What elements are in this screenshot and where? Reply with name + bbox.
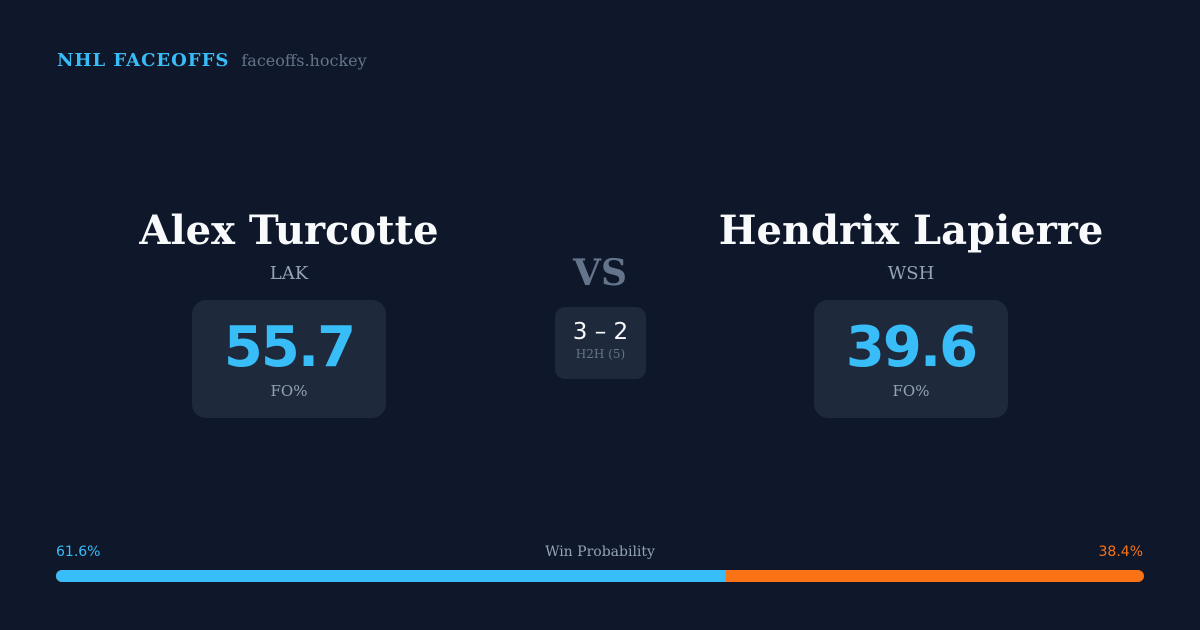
- left-player: Alex Turcotte LAK 55.7 FO%: [39, 205, 539, 418]
- win-left: 61.6%: [56, 544, 101, 560]
- fo-value: 39.6: [845, 315, 978, 380]
- fo-label: FO%: [892, 382, 930, 400]
- player-team: WSH: [887, 263, 935, 284]
- win-right: 38.4%: [1098, 544, 1143, 560]
- h2h-score: 3 – 2: [572, 319, 629, 345]
- h2h-label: H2H (5): [575, 347, 626, 361]
- h2h-box: 3 – 2 H2H (5): [555, 307, 646, 379]
- win-label: Win Probability: [545, 544, 655, 560]
- player-team: LAK: [269, 263, 309, 284]
- win-probability-bar: [56, 570, 1144, 582]
- fo-value: 55.7: [223, 315, 356, 380]
- player-name: Hendrix Lapierre: [718, 207, 1104, 254]
- win-left-fill: [56, 570, 727, 582]
- fo-box: 39.6 FO%: [813, 300, 1009, 418]
- brand-site: faceoffs.hockey: [241, 51, 367, 70]
- player-name: Alex Turcotte: [139, 207, 439, 254]
- brand: NHL FACEOFFS faceoffs.hockey: [57, 50, 367, 71]
- vs-label: VS: [573, 252, 627, 294]
- brand-title: NHL FACEOFFS: [57, 50, 230, 71]
- fo-box: 55.7 FO%: [191, 300, 387, 418]
- right-player: Hendrix Lapierre WSH 39.6 FO%: [661, 205, 1161, 418]
- fo-label: FO%: [270, 382, 308, 400]
